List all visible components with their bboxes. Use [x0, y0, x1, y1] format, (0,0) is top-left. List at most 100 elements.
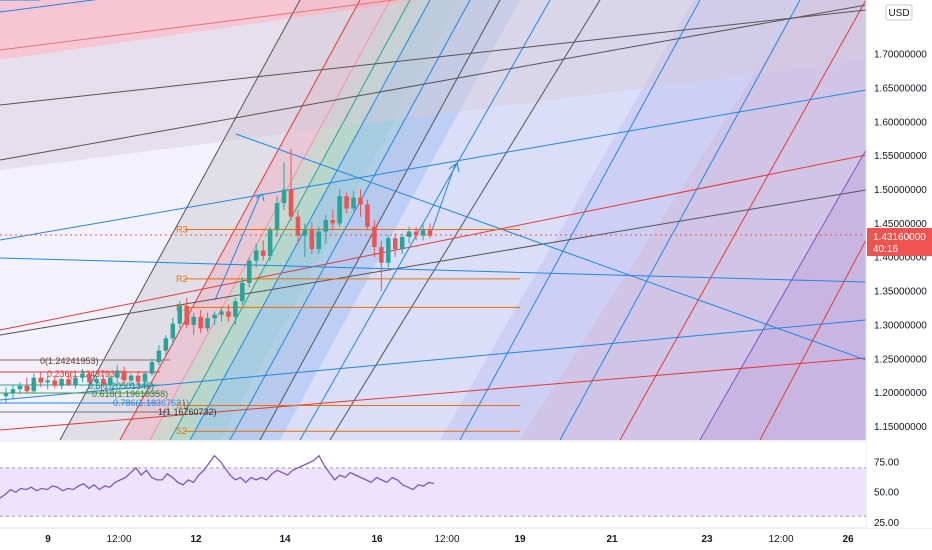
candle-body: [94, 379, 99, 383]
candle-body: [233, 301, 238, 317]
candle-body: [281, 189, 287, 204]
candle-body: [358, 197, 363, 205]
candle-body: [135, 375, 141, 382]
time-tick-label: 12:00: [106, 534, 131, 545]
candle-body: [351, 197, 356, 209]
fib-retracement: 0(1.24241953) 0.236(1.22437935) 0.5(1.20…: [0, 356, 217, 417]
candle-body: [420, 230, 426, 236]
candle-body: [108, 377, 113, 385]
candle-body: [10, 389, 16, 393]
current-price-value: 1.43160000: [873, 232, 926, 243]
candle-body: [413, 231, 419, 236]
price-tick-label: 1.70000000: [874, 50, 927, 61]
candle-body: [149, 362, 155, 374]
price-tick-label: 1.25000000: [874, 354, 927, 365]
candle-body: [344, 196, 349, 209]
candle-body: [386, 238, 391, 263]
candle-body: [309, 230, 315, 250]
candle-body: [323, 220, 328, 232]
candle-body: [260, 250, 266, 256]
candle-body: [191, 316, 196, 325]
candle-body: [288, 189, 294, 217]
candle-body: [80, 373, 85, 378]
rsi-pane: [0, 442, 866, 528]
candle-body: [73, 377, 78, 385]
candle-body: [17, 385, 23, 390]
price-tick-label: 1.35000000: [874, 287, 927, 298]
rsi-tick-label: 75.00: [874, 457, 899, 468]
candle-body: [170, 323, 176, 339]
candle-body: [163, 338, 169, 351]
candle-body: [240, 282, 245, 302]
price-axis[interactable]: [867, 0, 932, 528]
pivot-label: S2: [176, 426, 187, 436]
currency-label: USD: [888, 8, 909, 19]
time-tick-label: 9: [45, 534, 51, 545]
price-tick-label: 1.55000000: [874, 151, 927, 162]
candle-body: [302, 230, 308, 236]
currency-badge[interactable]: [885, 4, 913, 21]
bar-countdown: 40:16: [873, 244, 898, 255]
candle-body: [247, 260, 252, 283]
candle-body: [177, 305, 183, 324]
candle-body: [219, 311, 224, 315]
price-tick-label: 1.65000000: [874, 84, 927, 95]
rsi-band: [0, 467, 866, 517]
candlestick-series: [3, 148, 433, 403]
candle-body: [114, 370, 120, 378]
current-price-tag: 1.43160000 40:16: [867, 228, 932, 256]
price-tick-label: 1.45000000: [874, 219, 927, 230]
candle-body: [399, 236, 405, 250]
price-tick-label: 1.60000000: [874, 117, 927, 128]
price-axis-ticks: 1.15000000 1.20000000 1.25000000 1.30000000…: [874, 50, 927, 433]
time-tick-label: 12:00: [434, 534, 459, 545]
candle-body: [379, 247, 384, 263]
candle-body: [198, 316, 203, 329]
candle-body: [337, 196, 342, 224]
candle-body: [3, 392, 9, 396]
time-tick-label: 12:00: [768, 534, 793, 545]
candle-body: [31, 377, 37, 392]
candle-body: [372, 226, 377, 248]
rsi-tick-label: 50.00: [874, 488, 899, 499]
candle-body: [267, 230, 273, 256]
fib-label-1: 1(1.16760732): [158, 407, 217, 417]
fib-label-0236: 0.236(1.22437935): [47, 369, 123, 379]
fib-label-0: 0(1.24241953): [40, 356, 99, 366]
candle-body: [295, 216, 301, 236]
time-axis[interactable]: [0, 529, 866, 550]
pivot-label: R2: [176, 274, 188, 284]
candle-body: [406, 231, 412, 237]
candle-body: [156, 350, 162, 363]
candle-body: [427, 230, 433, 236]
price-tick-label: 1.40000000: [874, 253, 927, 264]
fib-label-0786: 0.786(1.18367631): [113, 398, 189, 408]
price-tick-label: 1.15000000: [874, 422, 927, 433]
candle-body: [392, 238, 398, 250]
candle-body: [253, 250, 259, 261]
price-tick-label: 1.30000000: [874, 320, 927, 331]
pivot-label: S1: [176, 400, 187, 410]
pivot-label: R3: [176, 224, 188, 234]
candle-body: [66, 379, 71, 385]
rsi-line: [0, 454, 435, 499]
candle-body: [316, 231, 322, 250]
fib-label-05: 0.5(1.20501345): [88, 381, 154, 391]
time-tick-label: 26: [842, 534, 854, 545]
time-tick-label: 14: [279, 534, 291, 545]
price-tick-label: 1.20000000: [874, 388, 927, 399]
candle-body: [52, 380, 57, 386]
candle-body: [45, 380, 50, 383]
fib-label-0618: 0.618(1.19618358): [92, 389, 168, 399]
candle-body: [184, 305, 189, 325]
time-tick-label: 16: [371, 534, 383, 545]
candle-body: [212, 314, 217, 319]
time-tick-label: 19: [514, 534, 526, 545]
time-tick-label: 21: [606, 534, 618, 545]
rsi-axis-ticks: 25.00 50.00 75.00: [874, 457, 899, 529]
candle-body: [101, 379, 106, 385]
candle-body: [205, 318, 210, 329]
time-axis-ticks: 9 12:00 12 14 16 12:00 19 21 23 12:00 26: [45, 534, 854, 545]
drawing-tools-layer: [0, 0, 866, 440]
